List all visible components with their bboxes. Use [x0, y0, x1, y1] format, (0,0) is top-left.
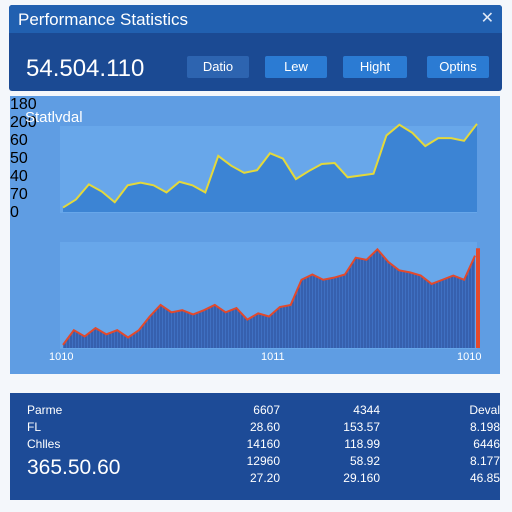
table-cell: 58.92 [349, 454, 380, 468]
area-fill [63, 249, 475, 348]
table-cell: 8.198 [469, 420, 500, 434]
title-bar: Performance Statistics ✕ [9, 5, 502, 33]
button[interactable]: Optins [427, 56, 489, 78]
area-fill [63, 123, 477, 212]
y-axis-label: 50 [10, 150, 28, 167]
table-cell: 118.99 [344, 437, 380, 451]
total-value: 365.50.60 [27, 456, 121, 479]
table-cell: 12960 [246, 454, 280, 468]
x-axis-label: 1011 [261, 351, 285, 363]
row-label: Parme [27, 403, 63, 417]
y-axis-label: 180 [10, 96, 37, 113]
table-cell: 29.160 [343, 471, 380, 485]
x-axis-label: 1010 [457, 351, 482, 363]
y-axis-label: 70 [10, 186, 28, 203]
series-line [62, 247, 476, 346]
stats-table: 365.50.60 Parme FL Chlles 6607 28.60 14160 129… [10, 393, 500, 500]
table-cell: 6446 [473, 437, 500, 451]
headline-value: 54.504.110 [26, 55, 145, 82]
table-cell: 153.57 [343, 420, 380, 434]
table-cell: 4344 [353, 403, 380, 417]
window-title: Performance Statistics [18, 10, 189, 29]
table-cell: 14160 [246, 437, 280, 451]
row-label: Chlles [27, 437, 61, 451]
y-axis-label: 40 [10, 168, 28, 185]
table-cell: 46.85 [469, 471, 500, 485]
button[interactable]: Hight [343, 56, 407, 78]
series-line [62, 123, 478, 209]
button[interactable]: Lew [265, 56, 327, 78]
x-axis-label: 1010 [49, 351, 74, 363]
row-label: FL [27, 420, 42, 434]
charts [60, 123, 480, 349]
table-cell: Deval [469, 403, 500, 417]
window: Performance Statistics ✕ 54.504.110 Dati… [9, 5, 502, 91]
chart-panel: Statlvdal 180 200 60 50 40 70 0 1010 1011 1010 [10, 96, 500, 374]
close-button[interactable]: ✕ [480, 10, 494, 27]
y-axis-label: 200 [10, 114, 37, 131]
table-cell: 28.60 [249, 420, 280, 434]
y-axis-label: 60 [10, 132, 28, 149]
table-cell: 8.177 [469, 454, 500, 468]
highlight-bar [476, 248, 480, 348]
y-axis-label: 0 [10, 204, 19, 221]
panel-tab: Statlvdal [25, 109, 83, 126]
table-cell: 6607 [253, 403, 280, 417]
table-cell: 27.20 [249, 471, 280, 485]
button[interactable]: Datio [187, 56, 249, 78]
